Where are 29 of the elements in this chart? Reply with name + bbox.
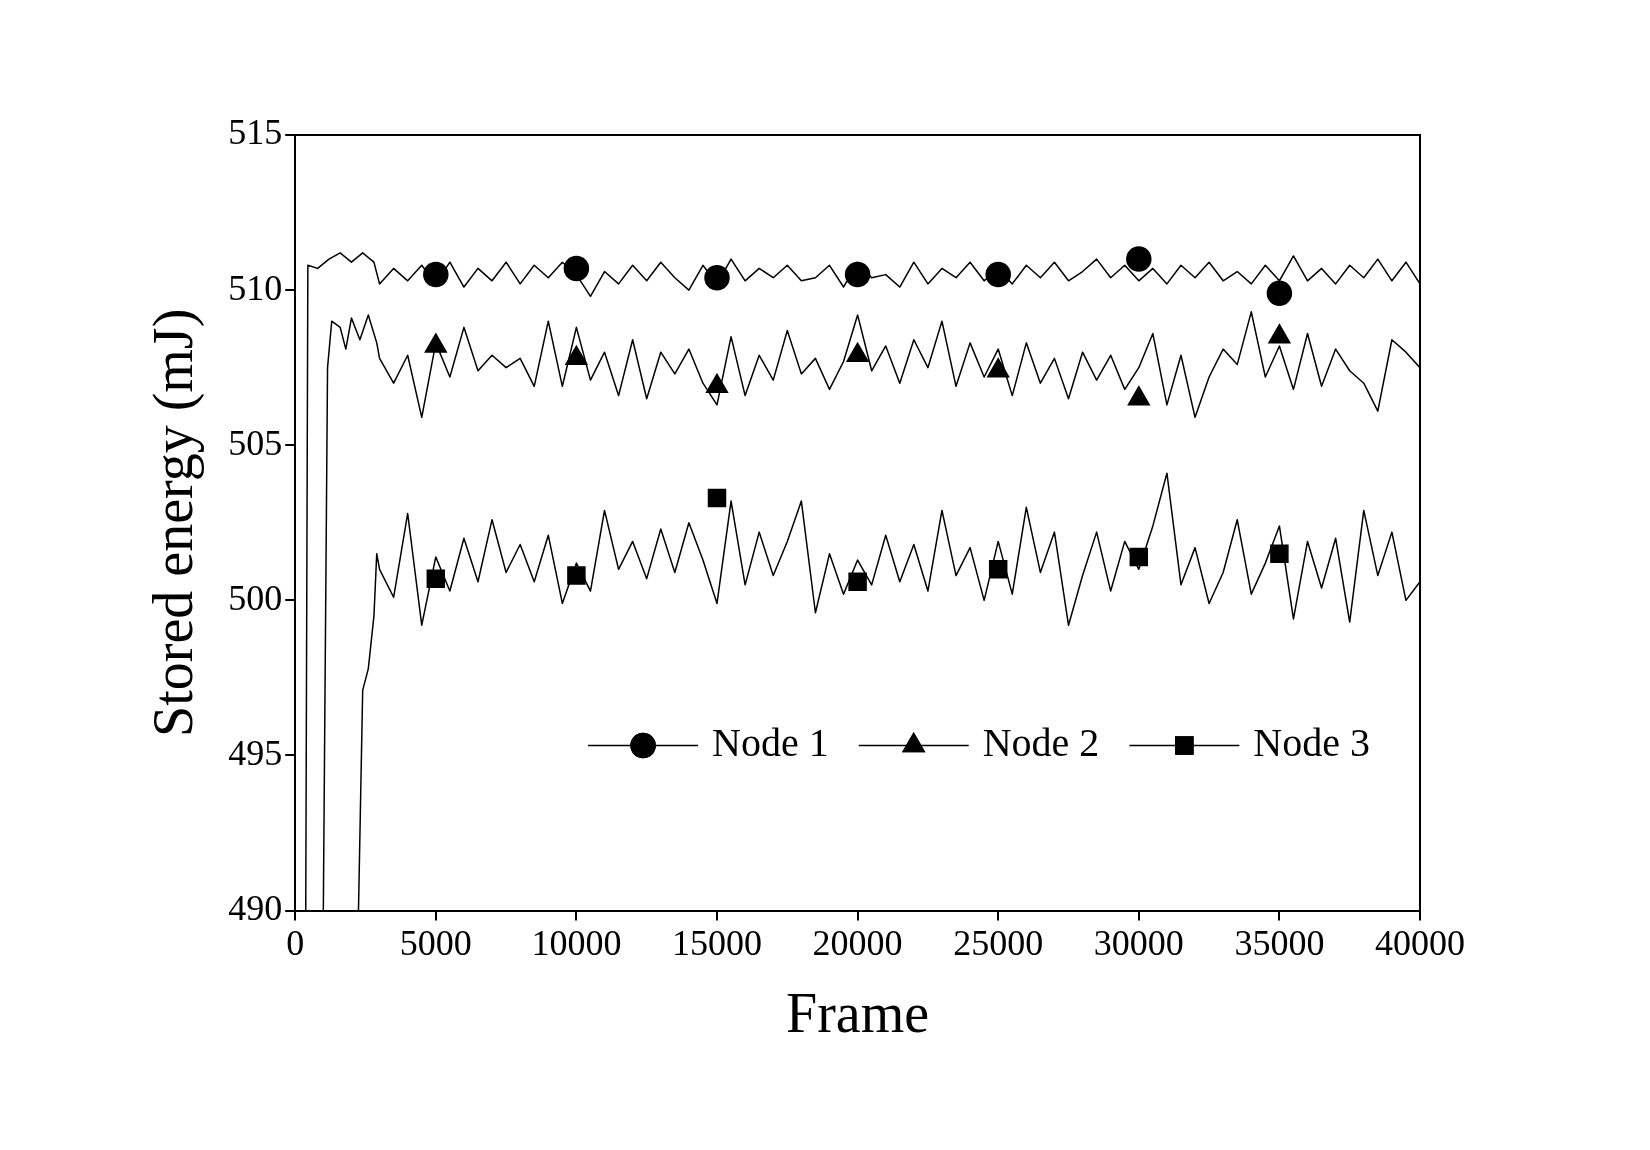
point	[1266, 280, 1293, 306]
x-tick-label: 25000	[953, 922, 1044, 963]
legend-label: Node 1	[712, 720, 829, 766]
point	[707, 488, 727, 508]
y-tick-label: 515	[228, 112, 283, 153]
x-tick-label: 40000	[1375, 922, 1465, 963]
point	[563, 255, 590, 282]
legend-label: Node 3	[1253, 720, 1370, 766]
y-tick-label: 505	[228, 422, 283, 463]
legend-label: Node 2	[982, 720, 1100, 766]
y-tick-label: 500	[228, 577, 283, 618]
x-tick-label: 5000	[399, 922, 472, 963]
x-tick-label: 10000	[531, 922, 622, 963]
y-tick-label: 490	[228, 888, 283, 929]
y-tick-label: 510	[228, 267, 283, 308]
x-tick-label: 20000	[812, 922, 903, 963]
point	[1270, 544, 1289, 564]
point	[1126, 246, 1152, 272]
point	[848, 572, 867, 591]
x-tick-label: 30000	[1093, 922, 1184, 963]
x-axis-title: Frame	[786, 982, 930, 1045]
y-tick-label: 495	[228, 732, 283, 773]
x-tick-label: 0	[286, 922, 305, 963]
point	[704, 264, 730, 291]
x-tick-label: 35000	[1234, 922, 1325, 963]
point	[985, 261, 1011, 288]
point	[567, 566, 586, 585]
x-tick-label: 15000	[672, 922, 762, 963]
y-axis-title: Stored energy (mJ)	[142, 308, 206, 737]
